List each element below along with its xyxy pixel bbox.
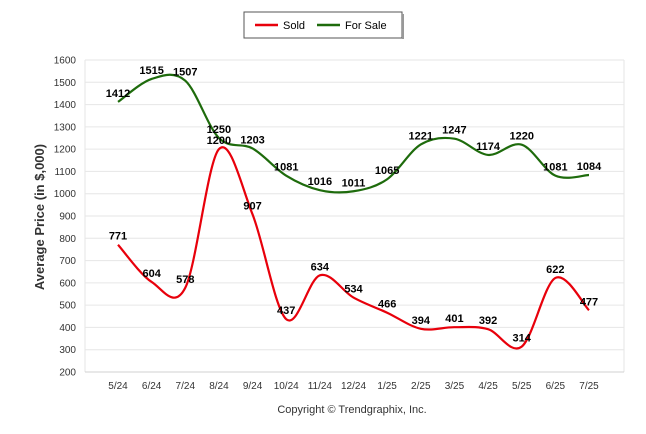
x-tick-label: 6/25 bbox=[546, 381, 566, 392]
data-label-sold: 771 bbox=[109, 231, 127, 243]
data-label-for-sale: 1221 bbox=[409, 130, 433, 142]
data-label-sold: 401 bbox=[445, 313, 463, 325]
y-tick-label: 900 bbox=[59, 212, 76, 223]
data-label-sold: 534 bbox=[344, 284, 363, 296]
y-tick-label: 700 bbox=[59, 256, 76, 267]
legend-label-sold: Sold bbox=[283, 20, 305, 32]
x-tick-label: 5/24 bbox=[108, 381, 128, 392]
data-label-sold: 578 bbox=[176, 274, 194, 286]
y-tick-label: 1300 bbox=[54, 122, 77, 133]
y-tick-label: 800 bbox=[59, 234, 76, 245]
data-label-sold: 477 bbox=[580, 296, 598, 308]
data-label-for-sale: 1203 bbox=[240, 134, 264, 146]
data-label-sold: 314 bbox=[513, 333, 532, 345]
x-tick-label: 1/25 bbox=[377, 381, 397, 392]
y-tick-label: 500 bbox=[59, 301, 76, 312]
data-label-for-sale: 1507 bbox=[173, 67, 197, 79]
x-tick-label: 5/25 bbox=[512, 381, 532, 392]
data-label-for-sale: 1247 bbox=[442, 125, 466, 137]
x-tick-label: 2/25 bbox=[411, 381, 431, 392]
y-tick-label: 1100 bbox=[54, 167, 76, 178]
data-label-for-sale: 1220 bbox=[509, 131, 533, 143]
data-label-for-sale: 1412 bbox=[106, 88, 130, 100]
x-tick-label: 3/25 bbox=[445, 381, 465, 392]
data-label-sold: 437 bbox=[277, 305, 295, 317]
data-label-for-sale: 1515 bbox=[139, 65, 163, 77]
data-label-sold: 907 bbox=[243, 200, 261, 212]
data-label-sold: 394 bbox=[412, 315, 431, 327]
y-tick-label: 200 bbox=[59, 368, 76, 379]
data-label-for-sale: 1081 bbox=[274, 162, 298, 174]
data-label-for-sale: 1081 bbox=[543, 162, 567, 174]
y-tick-label: 1200 bbox=[54, 145, 77, 156]
y-tick-label: 400 bbox=[59, 323, 76, 334]
grid bbox=[84, 59, 625, 373]
x-tick-label: 10/24 bbox=[274, 381, 299, 392]
data-label-for-sale: 1084 bbox=[577, 161, 602, 173]
y-axis-ticks: 200 300 400 500 600 700 800 900 1000 1100 1200 1300… bbox=[54, 56, 77, 379]
x-tick-label: 4/25 bbox=[478, 381, 498, 392]
x-tick-label: 6/24 bbox=[142, 381, 162, 392]
y-tick-label: 600 bbox=[59, 278, 76, 289]
y-tick-label: 1400 bbox=[54, 100, 77, 111]
data-label-for-sale: 1250 bbox=[207, 124, 231, 136]
x-axis-ticks: 5/24 6/24 7/24 8/24 9/24 10/24 11/24 12/24 1/25 2… bbox=[108, 381, 599, 392]
data-label-for-sale: 1011 bbox=[342, 177, 366, 189]
data-label-sold: 466 bbox=[378, 299, 396, 311]
x-tick-label: 12/24 bbox=[341, 381, 366, 392]
data-label-sold: 634 bbox=[311, 261, 330, 273]
data-label-sold: 622 bbox=[546, 264, 564, 276]
series-lines bbox=[117, 73, 590, 350]
x-tick-label: 9/24 bbox=[243, 381, 263, 392]
y-tick-label: 300 bbox=[59, 345, 76, 356]
data-label-sold: 1200 bbox=[207, 135, 231, 147]
series-line-sold bbox=[117, 146, 590, 350]
x-tick-label: 11/24 bbox=[308, 381, 333, 392]
legend: Sold For Sale bbox=[243, 11, 404, 39]
series-line-for-sale bbox=[117, 73, 590, 194]
x-tick-label: 7/24 bbox=[176, 381, 196, 392]
data-label-for-sale: 1016 bbox=[308, 176, 332, 188]
data-label-for-sale: 1174 bbox=[476, 141, 501, 153]
x-tick-label: 8/24 bbox=[209, 381, 229, 392]
data-label-sold: 392 bbox=[479, 315, 497, 327]
y-tick-label: 1000 bbox=[54, 189, 77, 200]
y-tick-label: 1500 bbox=[54, 78, 77, 89]
legend-label-for-sale: For Sale bbox=[345, 20, 387, 32]
data-label-sold: 604 bbox=[142, 268, 161, 280]
copyright-text: Copyright © Trendgraphix, Inc. bbox=[277, 404, 426, 416]
data-labels: 771 604 578 1200 907 437 634 534 466 394 401 392 314… bbox=[106, 65, 602, 345]
x-tick-label: 7/25 bbox=[579, 381, 599, 392]
y-axis-label: Average Price (in $,000) bbox=[32, 144, 47, 290]
y-tick-label: 1600 bbox=[54, 56, 77, 67]
data-label-for-sale: 1065 bbox=[375, 165, 399, 177]
